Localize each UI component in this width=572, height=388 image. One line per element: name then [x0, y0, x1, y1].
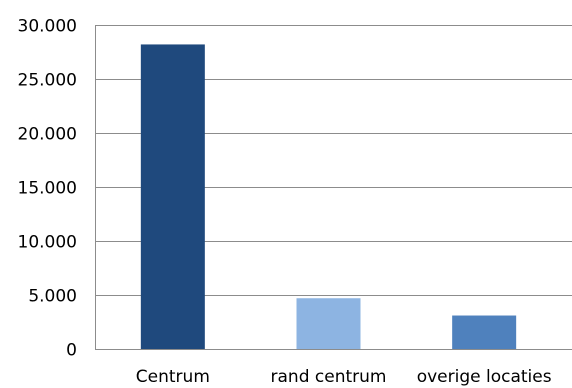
bar-0 [140, 44, 205, 349]
x-axis-category-labels: Centrum rand centrum overige locaties [136, 367, 552, 387]
y-tick-label-0: 0 [66, 341, 77, 361]
x-category-label-2: overige locaties [417, 367, 552, 387]
y-tick-label-1: 5.000 [28, 287, 77, 307]
bar-1 [296, 298, 361, 349]
bar-2 [452, 315, 517, 349]
y-tick-label-3: 15.000 [18, 179, 77, 199]
y-tick-label-6: 30.000 [18, 17, 77, 37]
x-category-label-0: Centrum [136, 367, 210, 387]
y-tick-label-4: 20.000 [18, 125, 77, 145]
x-category-label-1: rand centrum [271, 367, 387, 387]
y-axis-tick-labels: 0 5.000 10.000 15.000 20.000 25.000 30.000 [18, 17, 77, 361]
y-tick-label-5: 25.000 [18, 71, 77, 91]
bars [140, 44, 517, 349]
y-tick-label-2: 10.000 [18, 233, 77, 253]
